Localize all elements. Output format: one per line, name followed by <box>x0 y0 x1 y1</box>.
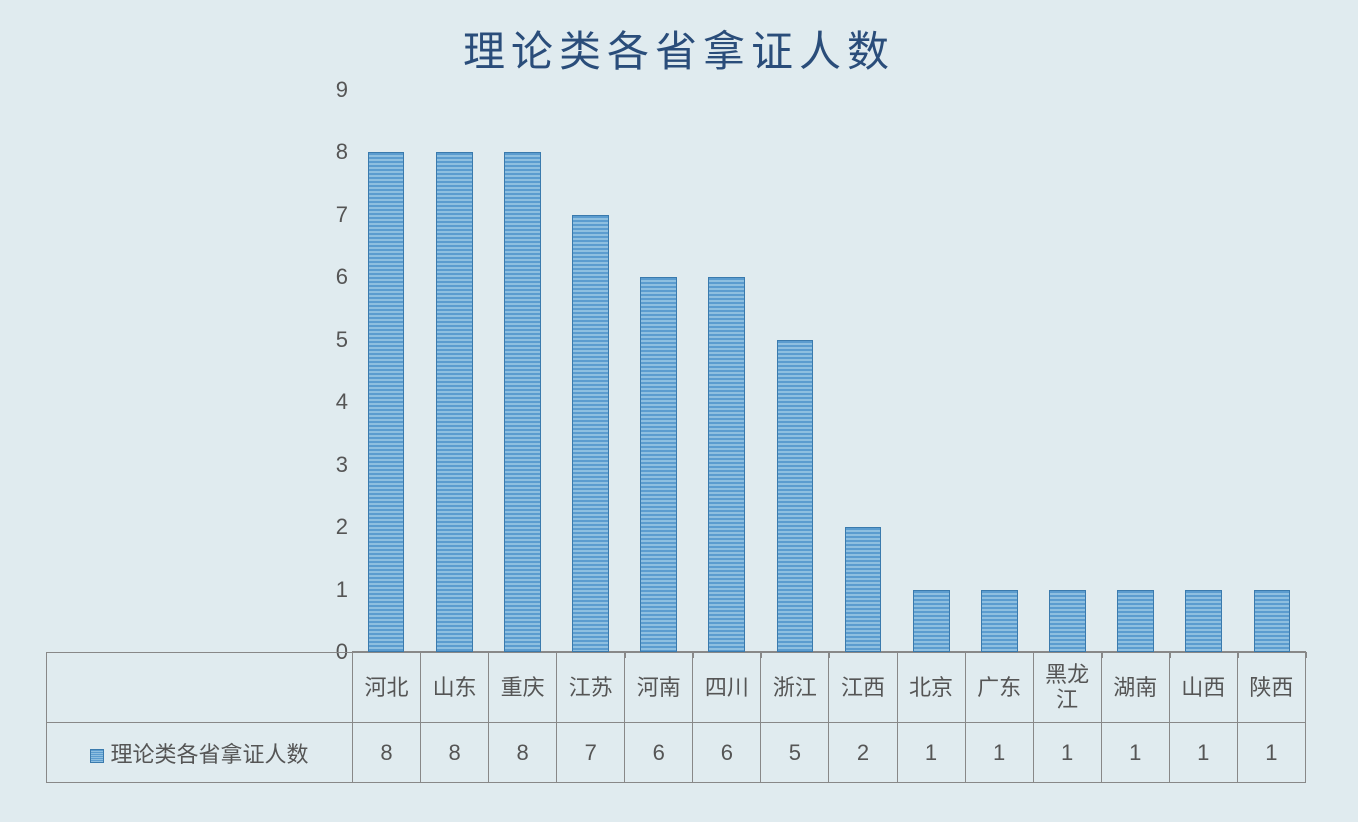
y-tick-label: 5 <box>336 327 348 353</box>
category-cell: 四川 <box>693 653 761 723</box>
y-tick-label: 6 <box>336 264 348 290</box>
category-label: 江西 <box>841 675 885 700</box>
category-cell: 江西 <box>829 653 897 723</box>
category-cell: 河北 <box>353 653 421 723</box>
y-tick-label: 7 <box>336 202 348 228</box>
bar <box>1254 590 1291 652</box>
bar-slot <box>556 90 624 652</box>
category-cell: 浙江 <box>761 653 829 723</box>
legend-swatch-icon <box>90 749 104 763</box>
x-tick-mark <box>1306 652 1307 658</box>
y-tick-label: 2 <box>336 514 348 540</box>
category-cell: 黑龙江 <box>1033 653 1101 723</box>
category-cell: 河南 <box>625 653 693 723</box>
bar <box>777 340 814 652</box>
bar <box>640 277 677 652</box>
bar <box>1185 590 1222 652</box>
bar-slot <box>897 90 965 652</box>
chart-container: 理论类各省拿证人数 0123456789 河北山东重庆江苏河南四川浙江江西北京广… <box>0 0 1358 822</box>
value-cell: 5 <box>761 723 829 783</box>
bar-slot <box>625 90 693 652</box>
value-cell: 7 <box>557 723 625 783</box>
category-cell: 江苏 <box>557 653 625 723</box>
category-label: 重庆 <box>501 675 545 700</box>
category-cell: 重庆 <box>489 653 557 723</box>
bar <box>436 152 473 652</box>
bar <box>913 590 950 652</box>
value-cell: 1 <box>1237 723 1305 783</box>
category-cell: 湖南 <box>1101 653 1169 723</box>
value-cell: 8 <box>421 723 489 783</box>
value-row: 理论类各省拿证人数 88876652111111 <box>47 723 1306 783</box>
category-cell: 陕西 <box>1237 653 1305 723</box>
bar-slot <box>829 90 897 652</box>
y-tick-label: 4 <box>336 389 348 415</box>
category-label: 河南 <box>637 675 681 700</box>
bar-slot <box>352 90 420 652</box>
y-tick-label: 3 <box>336 452 348 478</box>
chart-title: 理论类各省拿证人数 <box>0 0 1358 79</box>
legend-cell: 理论类各省拿证人数 <box>47 723 353 783</box>
bar <box>1049 590 1086 652</box>
value-cell: 8 <box>489 723 557 783</box>
bar <box>1117 590 1154 652</box>
series-name: 理论类各省拿证人数 <box>110 742 308 767</box>
bar-slot <box>1238 90 1306 652</box>
value-cell: 8 <box>353 723 421 783</box>
bar-slot <box>761 90 829 652</box>
bar <box>504 152 541 652</box>
value-cell: 2 <box>829 723 897 783</box>
category-label: 江苏 <box>569 675 613 700</box>
category-label: 湖南 <box>1113 675 1157 700</box>
bar-slot <box>693 90 761 652</box>
category-row-header <box>47 653 353 723</box>
value-cell: 1 <box>1169 723 1237 783</box>
value-cell: 1 <box>1101 723 1169 783</box>
bar-slot <box>1102 90 1170 652</box>
y-tick-label: 1 <box>336 577 348 603</box>
category-label: 河北 <box>365 675 409 700</box>
category-label: 四川 <box>705 675 749 700</box>
category-label: 浙江 <box>773 675 817 700</box>
category-label: 广东 <box>977 675 1021 700</box>
category-cell: 山东 <box>421 653 489 723</box>
bar <box>572 215 609 652</box>
bar-slot <box>965 90 1033 652</box>
category-label: 山西 <box>1181 675 1225 700</box>
bar-slot <box>488 90 556 652</box>
bar-slot <box>1170 90 1238 652</box>
value-cell: 1 <box>897 723 965 783</box>
category-label: 山东 <box>433 675 477 700</box>
category-cell: 北京 <box>897 653 965 723</box>
category-label: 陕西 <box>1249 675 1293 700</box>
bars-group <box>352 90 1306 652</box>
value-cell: 1 <box>965 723 1033 783</box>
category-label: 黑龙江 <box>1045 662 1089 713</box>
data-table: 河北山东重庆江苏河南四川浙江江西北京广东黑龙江湖南山西陕西 理论类各省拿证人数 … <box>46 652 1306 783</box>
y-tick-label: 8 <box>336 139 348 165</box>
plot-area: 0123456789 <box>352 90 1306 652</box>
value-cell: 6 <box>625 723 693 783</box>
bar <box>845 527 882 652</box>
bar <box>368 152 405 652</box>
y-tick-label: 9 <box>336 77 348 103</box>
bar-slot <box>1033 90 1101 652</box>
bar <box>981 590 1018 652</box>
category-cell: 广东 <box>965 653 1033 723</box>
value-cell: 6 <box>693 723 761 783</box>
bar-slot <box>420 90 488 652</box>
bar <box>708 277 745 652</box>
category-row: 河北山东重庆江苏河南四川浙江江西北京广东黑龙江湖南山西陕西 <box>47 653 1306 723</box>
category-cell: 山西 <box>1169 653 1237 723</box>
value-cell: 1 <box>1033 723 1101 783</box>
category-label: 北京 <box>909 675 953 700</box>
y-axis: 0123456789 <box>312 90 348 652</box>
